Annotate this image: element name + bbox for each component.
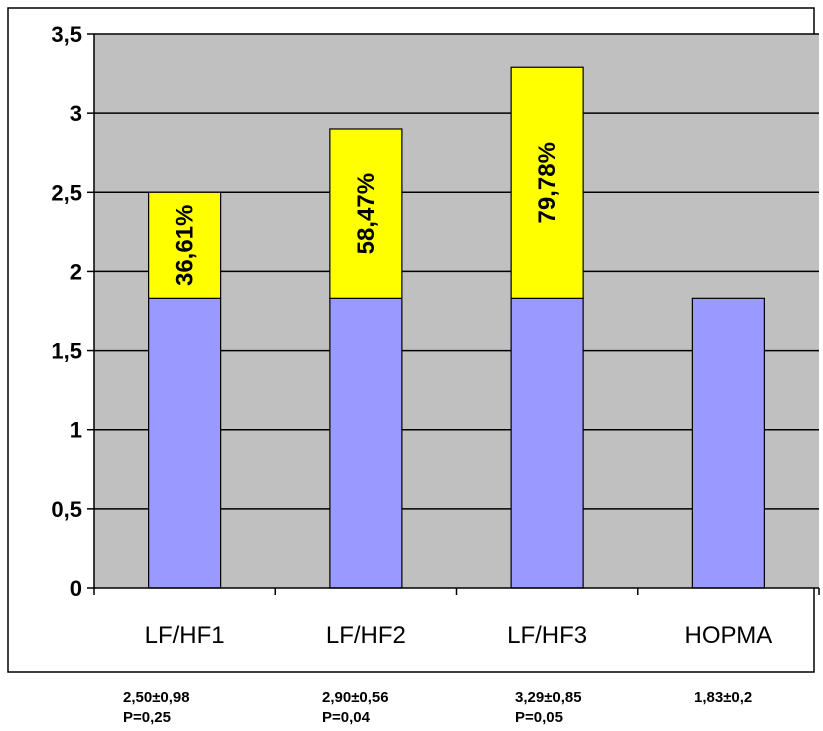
x-category-label-4: НОРМА <box>685 622 773 649</box>
y-tick-label-4: 2 <box>70 259 82 284</box>
bar-base-2 <box>329 297 403 589</box>
bars: 36,61% 58,47% 79,78% <box>148 66 765 589</box>
bar-base-3 <box>510 297 584 589</box>
bar-base-1 <box>148 297 222 589</box>
bar-excess-3 <box>510 66 584 299</box>
bar-excess-2 <box>329 128 403 299</box>
stats-mean-1: 2,50±0,98 <box>123 689 190 706</box>
stats-mean-3: 3,29±0,85 <box>515 689 582 706</box>
x-category-label-2: LF/HF2 <box>326 622 406 649</box>
y-tick-label-7: 3,5 <box>51 22 82 47</box>
stats-block-2: 2,90±0,56 P=0,04 <box>322 688 389 728</box>
stats-block-3: 3,29±0,85 P=0,05 <box>515 688 582 728</box>
stats-block-1: 2,50±0,98 P=0,25 <box>123 688 190 728</box>
y-tick-label-3: 1,5 <box>51 339 82 364</box>
axes: 0 0,5 1 1,5 2 2,5 3 3,5 LF/HF1 LF/HF2 LF/HF3 НОРМА <box>51 22 820 649</box>
y-tick-label-6: 3 <box>70 101 82 126</box>
bar-excess-1 <box>148 191 222 299</box>
stats-block-4: 1,83±0,2 <box>694 688 752 708</box>
stats-mean-2: 2,90±0,56 <box>322 689 389 706</box>
stats-p-1: P=0,25 <box>123 709 171 726</box>
x-category-label-1: LF/HF1 <box>145 622 225 649</box>
stats-p-3: P=0,05 <box>515 709 563 726</box>
y-tick-label-2: 1 <box>70 418 82 443</box>
bar-label-2: 58,47% <box>353 173 380 254</box>
y-tick-label-0: 0 <box>70 576 82 601</box>
stats-mean-4: 1,83±0,2 <box>694 689 753 706</box>
y-tick-label-1: 0,5 <box>51 497 82 522</box>
x-category-label-3: LF/HF3 <box>507 622 587 649</box>
bar-label-1: 36,61% <box>172 205 199 286</box>
y-tick-label-5: 2,5 <box>51 180 82 205</box>
stats-p-2: P=0,04 <box>322 709 370 726</box>
chart: 36,61% 58,47% 79,78% 0 0,5 1 1,5 2 2,5 3 3,5 LF/HF… <box>7 7 820 673</box>
bar-label-3: 79,78% <box>534 142 561 223</box>
bar-base-4 <box>691 297 765 589</box>
